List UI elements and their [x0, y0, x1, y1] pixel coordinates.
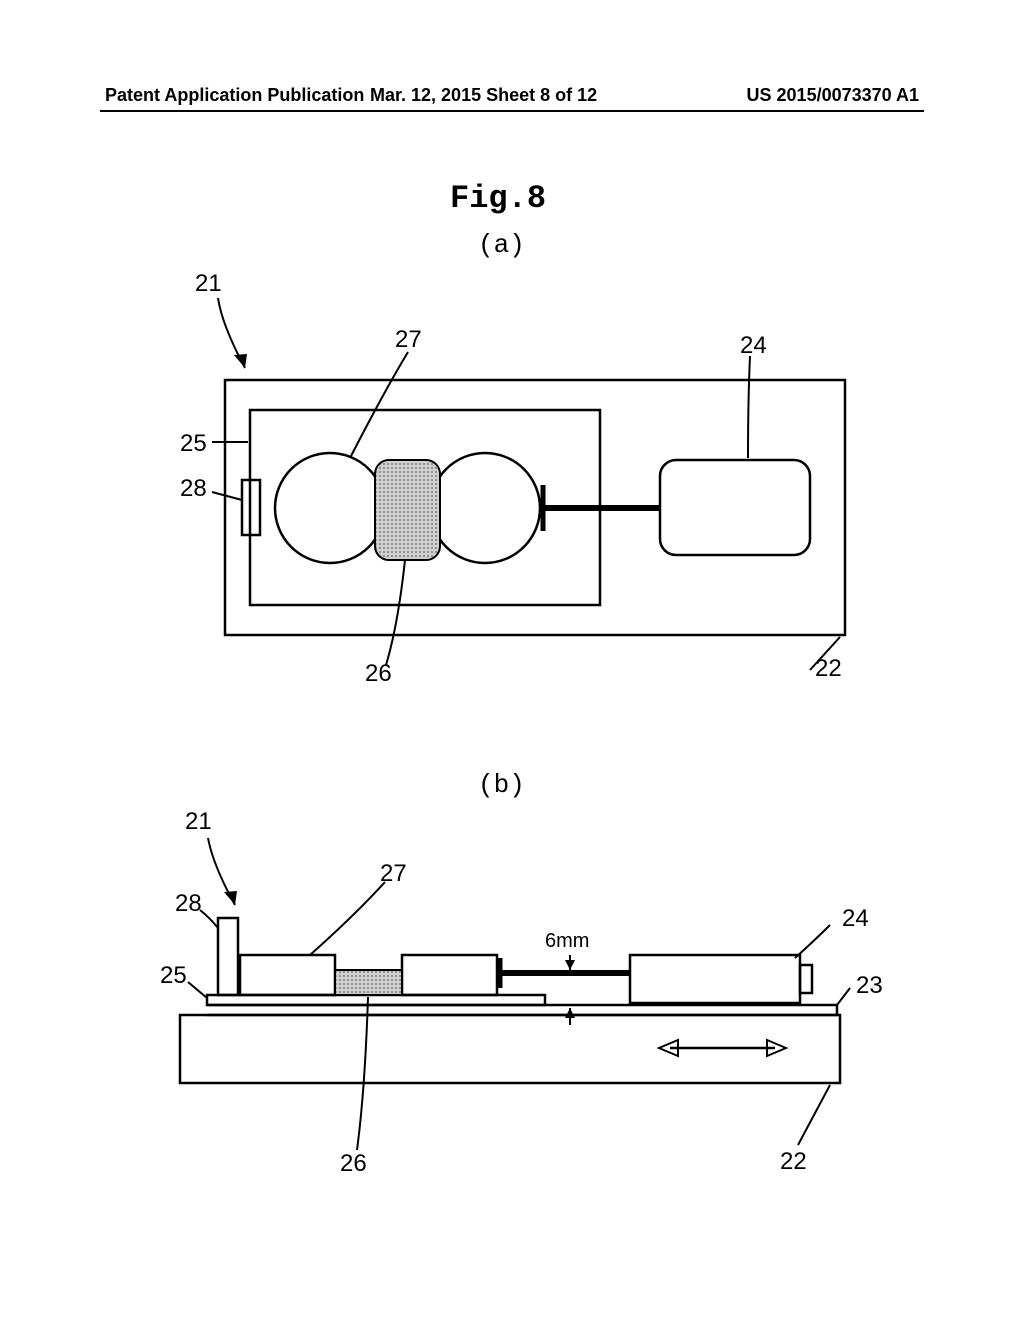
ref-25-a: 25: [180, 430, 207, 458]
ref-26-a: 26: [365, 660, 392, 688]
ref-21-a: 21: [195, 270, 222, 298]
subfigure-b-label: (b): [478, 770, 525, 800]
ref-22-a: 22: [815, 655, 842, 683]
ref-27-a: 27: [395, 326, 422, 354]
ref-22-b: 22: [780, 1148, 807, 1176]
ref-25-b: 25: [160, 962, 187, 990]
subfigure-a-label: (a): [478, 230, 525, 260]
header-left: Patent Application Publication: [105, 85, 364, 106]
figure-title: Fig.8: [450, 180, 546, 217]
ref-28-a: 28: [180, 475, 207, 503]
ref-24-b: 24: [842, 905, 869, 933]
dim-6mm: 6mm: [545, 930, 589, 953]
subfigure-a-drawing: [150, 270, 900, 680]
header-center: Mar. 12, 2015 Sheet 8 of 12: [370, 85, 597, 106]
header-right: US 2015/0073370 A1: [747, 85, 919, 106]
ref-26-b: 26: [340, 1150, 367, 1178]
ref-27-b: 27: [380, 860, 407, 888]
header-rule: [100, 110, 924, 112]
ref-24-a: 24: [740, 332, 767, 360]
ref-21-b: 21: [185, 808, 212, 836]
ref-28-b: 28: [175, 890, 202, 918]
ref-23-b: 23: [856, 972, 883, 1000]
subfigure-b-drawing: [150, 810, 900, 1180]
